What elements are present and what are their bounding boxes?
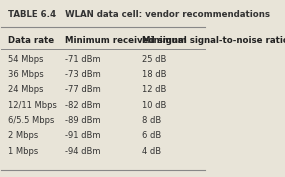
Text: 6 dB: 6 dB [142,131,161,140]
Text: 25 dB: 25 dB [142,55,166,64]
Text: 18 dB: 18 dB [142,70,166,79]
Text: TABLE 6.4   WLAN data cell: vendor recommendations: TABLE 6.4 WLAN data cell: vendor recomme… [7,10,270,19]
Text: 24 Mbps: 24 Mbps [7,85,43,94]
Text: -73 dBm: -73 dBm [65,70,100,79]
Text: 12 dB: 12 dB [142,85,166,94]
Text: Data rate: Data rate [7,36,54,45]
Text: -94 dBm: -94 dBm [65,147,100,156]
Text: 10 dB: 10 dB [142,101,166,110]
Text: 8 dB: 8 dB [142,116,161,125]
Text: -82 dBm: -82 dBm [65,101,100,110]
Text: -91 dBm: -91 dBm [65,131,100,140]
Text: 36 Mbps: 36 Mbps [7,70,43,79]
Text: 6/5.5 Mbps: 6/5.5 Mbps [7,116,54,125]
Text: -77 dBm: -77 dBm [65,85,100,94]
Text: 12/11 Mbps: 12/11 Mbps [7,101,56,110]
Text: -71 dBm: -71 dBm [65,55,100,64]
Text: -89 dBm: -89 dBm [65,116,100,125]
Text: 54 Mbps: 54 Mbps [7,55,43,64]
Text: 4 dB: 4 dB [142,147,161,156]
Text: 1 Mbps: 1 Mbps [7,147,38,156]
Text: Minimum signal-to-noise ratio: Minimum signal-to-noise ratio [142,36,285,45]
Text: 2 Mbps: 2 Mbps [7,131,38,140]
Text: Minimum received signal: Minimum received signal [65,36,186,45]
